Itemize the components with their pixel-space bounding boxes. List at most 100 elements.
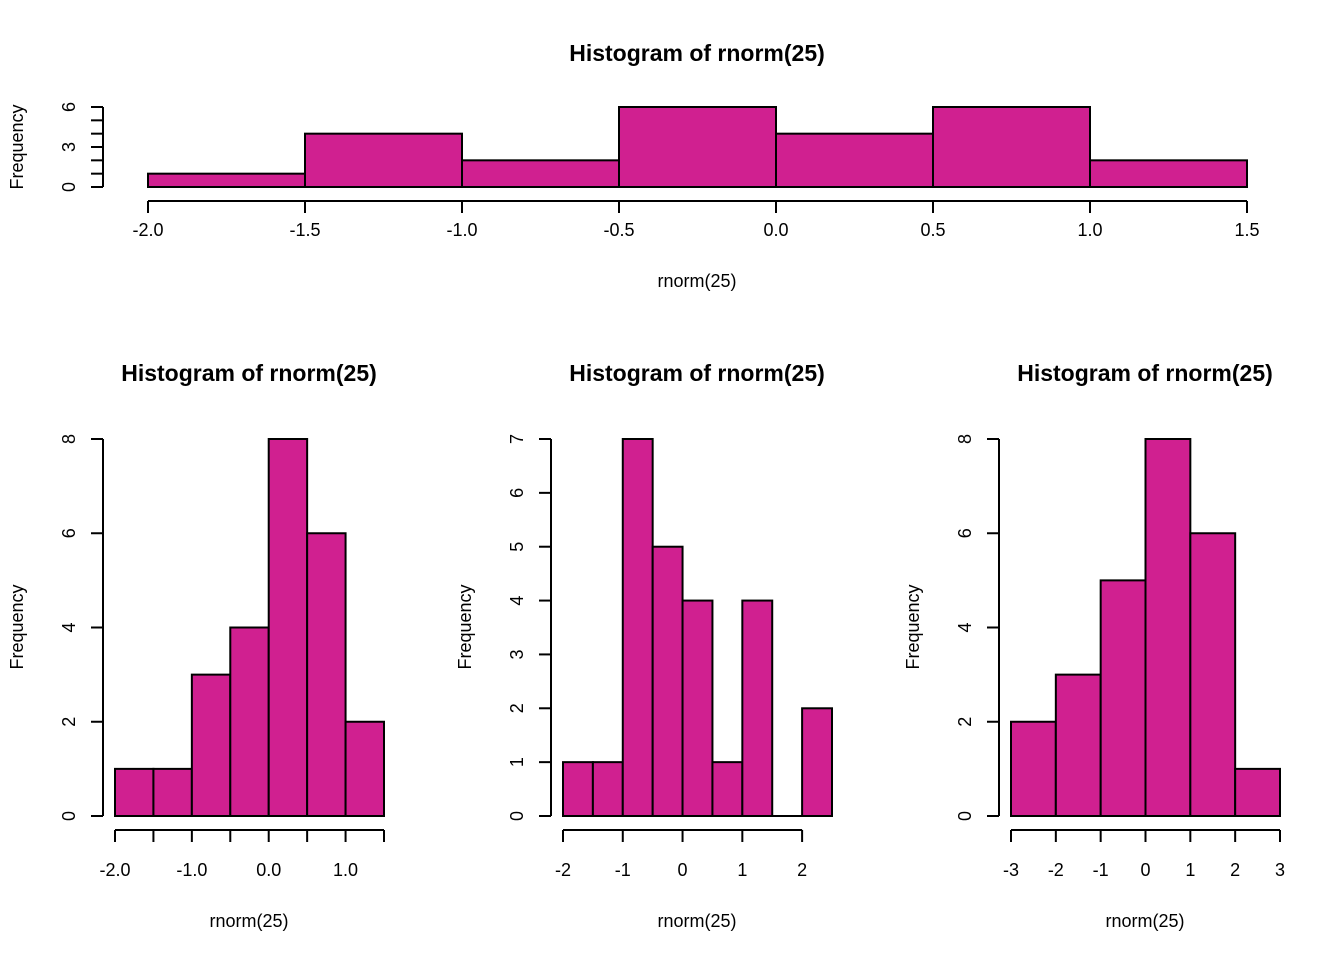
y-axis-label: Frequency: [903, 584, 923, 669]
x-tick-label: -2: [555, 860, 571, 880]
histogram-panel-top: Histogram of rnorm(25) rnorm(25) Frequen…: [7, 40, 1260, 291]
histogram-bar: [1010, 720, 1057, 817]
y-axis: 0 3 6: [59, 102, 104, 192]
x-tick-label: -1.5: [289, 220, 320, 240]
x-tick-label: 0.5: [920, 220, 945, 240]
histogram-bar: [267, 438, 309, 817]
x-tick-label: 3: [1275, 860, 1285, 880]
x-tick-label: 1: [1185, 860, 1195, 880]
y-tick-label: 8: [955, 434, 975, 444]
x-tick-label: 0: [678, 860, 688, 880]
y-axis: 0 1 2 3 4 5 6 7: [507, 434, 552, 821]
y-tick-label: 5: [507, 542, 527, 552]
y-tick-label: 1: [507, 757, 527, 767]
x-tick-label: 1.5: [1234, 220, 1259, 240]
y-tick-label: 7: [507, 434, 527, 444]
y-axis: 0 2 4 6 8: [955, 434, 1000, 821]
histogram-bar: [1144, 438, 1192, 817]
x-tick-label: 1: [737, 860, 747, 880]
x-tick-label: 0.0: [763, 220, 788, 240]
histogram-bar: [681, 599, 714, 817]
y-tick-label: 0: [59, 811, 79, 821]
y-axis-label: Frequency: [7, 104, 27, 189]
x-tick-label: 2: [797, 860, 807, 880]
histogram-bar: [801, 707, 833, 817]
chart-title: Histogram of rnorm(25): [121, 360, 377, 386]
x-tick-label: 0.0: [256, 860, 281, 880]
histogram-panel-bottom-middle: Histogram of rnorm(25) rnorm(25) Frequen…: [455, 360, 833, 931]
y-tick-label: 6: [59, 528, 79, 538]
y-axis-label: Frequency: [455, 584, 475, 669]
histogram-bar: [591, 761, 624, 818]
histogram-bar: [304, 132, 463, 189]
histogram-bar: [1234, 767, 1281, 817]
x-axis: -3 -2 -1 0 1 2 3: [1003, 829, 1285, 880]
y-tick-label: 4: [59, 622, 79, 632]
x-axis-label: rnorm(25): [1105, 911, 1184, 931]
y-tick-label: 6: [507, 488, 527, 498]
histogram-bar: [1054, 673, 1102, 817]
x-axis: -2 -1 0 1 2: [555, 829, 807, 880]
histogram-bar: [618, 106, 777, 188]
histogram-bar: [1099, 579, 1147, 817]
x-tick-label: 1.0: [1077, 220, 1102, 240]
x-tick-label: -1: [615, 860, 631, 880]
x-tick-label: -2.0: [132, 220, 163, 240]
chart-title: Histogram of rnorm(25): [569, 40, 825, 66]
x-tick-label: -1.0: [176, 860, 207, 880]
y-tick-label: 3: [59, 142, 79, 152]
chart-title: Histogram of rnorm(25): [1017, 360, 1273, 386]
histogram-bar: [651, 545, 684, 817]
x-axis-label: rnorm(25): [209, 911, 288, 931]
x-tick-label: -2.0: [99, 860, 130, 880]
y-tick-label: 0: [59, 182, 79, 192]
y-tick-label: 0: [507, 811, 527, 821]
y-axis: 0 2 4 6 8: [59, 434, 104, 821]
bar-group: [562, 438, 833, 818]
histogram-panel-bottom-right: Histogram of rnorm(25) rnorm(25) Frequen…: [903, 360, 1285, 931]
x-tick-label: -1.0: [446, 220, 477, 240]
y-tick-label: 3: [507, 649, 527, 659]
y-tick-label: 2: [507, 703, 527, 713]
x-axis-label: rnorm(25): [657, 271, 736, 291]
x-tick-label: 0: [1140, 860, 1150, 880]
x-tick-label: -3: [1003, 860, 1019, 880]
histogram-bar: [152, 767, 193, 817]
histogram-bar: [711, 761, 744, 818]
y-tick-label: 4: [507, 596, 527, 606]
x-axis-label: rnorm(25): [657, 911, 736, 931]
histogram-bar: [741, 599, 774, 817]
histogram-bar: [1189, 532, 1237, 817]
y-tick-label: 8: [59, 434, 79, 444]
x-tick-label: -0.5: [603, 220, 634, 240]
y-axis-label: Frequency: [7, 584, 27, 669]
histogram-bar: [562, 761, 594, 818]
y-tick-label: 4: [955, 622, 975, 632]
histogram-bar: [344, 720, 386, 817]
x-tick-label: 2: [1230, 860, 1240, 880]
histogram-bar: [190, 673, 232, 817]
histogram-bar: [1089, 159, 1248, 188]
bar-group: [147, 106, 1248, 189]
histogram-bar: [147, 172, 306, 189]
y-tick-label: 6: [59, 102, 79, 112]
y-tick-label: 0: [955, 811, 975, 821]
y-tick-label: 6: [955, 528, 975, 538]
histogram-bar: [229, 626, 270, 817]
x-tick-label: -1: [1093, 860, 1109, 880]
x-tick-label: -2: [1048, 860, 1064, 880]
histogram-bar: [621, 438, 654, 817]
y-tick-label: 2: [59, 717, 79, 727]
chart-title: Histogram of rnorm(25): [569, 360, 825, 386]
histogram-bar: [306, 532, 347, 817]
histogram-panel-bottom-left: Histogram of rnorm(25) rnorm(25) Frequen…: [7, 360, 386, 931]
histogram-bar: [932, 106, 1091, 188]
histogram-bar: [775, 132, 934, 189]
x-tick-label: 1.0: [333, 860, 358, 880]
histogram-bar: [114, 767, 155, 817]
y-tick-label: 2: [955, 717, 975, 727]
bar-group: [1010, 438, 1281, 817]
x-axis: -2.0 -1.5 -1.0 -0.5 0.0 0.5 1.0 1.5: [132, 200, 1260, 240]
x-axis: -2.0 -1.0 0.0 1.0: [99, 829, 385, 880]
